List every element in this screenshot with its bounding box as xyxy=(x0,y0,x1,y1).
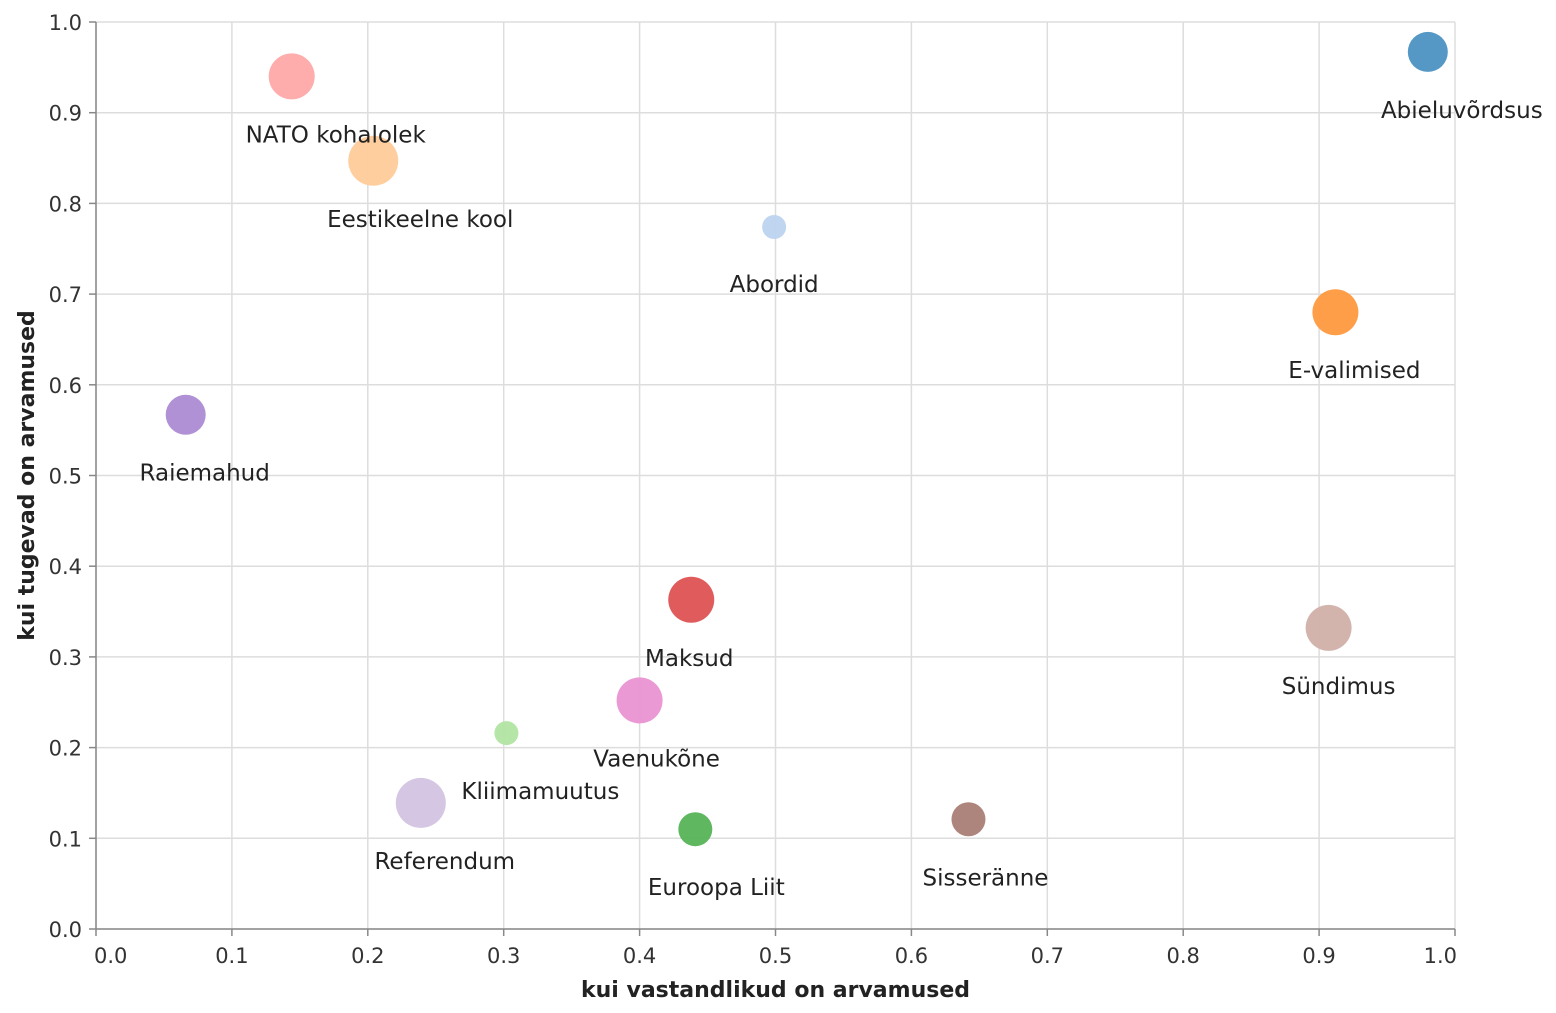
y-tick-label: 0.4 xyxy=(49,555,82,579)
point-label: Euroopa Liit xyxy=(648,875,785,901)
y-tick-label: 0.3 xyxy=(49,646,82,670)
data-point xyxy=(1407,31,1448,72)
y-tick-label: 0.5 xyxy=(49,465,82,489)
x-tick-label: 0.8 xyxy=(1166,944,1199,968)
y-tick-label: 0.7 xyxy=(49,283,82,307)
data-point xyxy=(668,576,715,623)
data-point xyxy=(494,721,519,746)
data-point xyxy=(1312,289,1359,336)
data-point xyxy=(165,394,206,435)
point-label: Sündimus xyxy=(1282,674,1396,700)
y-tick-label: 0.1 xyxy=(49,827,82,851)
x-tick-label: 0.7 xyxy=(1031,944,1064,968)
y-tick-label: 0.8 xyxy=(49,192,82,216)
data-point xyxy=(268,53,315,100)
data-point xyxy=(762,214,787,239)
x-tick-label: 0.6 xyxy=(895,944,928,968)
x-tick-label: 0.1 xyxy=(215,944,248,968)
y-tick-label: 0.0 xyxy=(49,918,82,942)
x-tick-label: 0.0 xyxy=(94,944,127,968)
point-label: E-valimised xyxy=(1288,358,1420,384)
point-label: Abordid xyxy=(730,272,819,298)
x-tick-label: 0.4 xyxy=(623,944,656,968)
data-point xyxy=(678,812,713,847)
data-point xyxy=(951,802,986,837)
point-label: Sisseränne xyxy=(922,865,1048,891)
point-label: Kliimamuutus xyxy=(461,779,619,805)
point-label: NATO kohalolek xyxy=(246,122,427,148)
y-tick-label: 0.9 xyxy=(49,102,82,126)
data-point xyxy=(348,135,399,186)
point-labels: Abieluvõrdsus NATO kohalolek Eestikeelne k… xyxy=(140,98,1543,901)
point-label: Raiemahud xyxy=(140,461,270,487)
y-axis-title: kui tugevad on arvamused xyxy=(15,310,40,641)
axes: 0.0 0.1 0.2 0.3 0.4 0.5 0.6 0.7 0.8 0.9 1.0 0.0 0.1 0… xyxy=(49,11,1457,968)
data-point xyxy=(395,777,446,828)
point-label: Abieluvõrdsus xyxy=(1381,98,1543,124)
x-tick-label: 0.2 xyxy=(351,944,384,968)
point-label: Vaenukõne xyxy=(593,746,720,772)
grid xyxy=(95,21,1456,930)
data-points xyxy=(165,31,1448,847)
x-tick-label: 0.3 xyxy=(487,944,520,968)
data-point xyxy=(616,677,663,724)
x-axis-title: kui vastandlikud on arvamused xyxy=(581,978,970,1003)
y-tick-label: 0.6 xyxy=(49,374,82,398)
x-tick-label: 0.9 xyxy=(1302,944,1335,968)
y-tick-label: 0.2 xyxy=(49,737,82,761)
y-tick-label: 1.0 xyxy=(49,11,82,35)
point-label: Maksud xyxy=(645,646,733,672)
data-point xyxy=(1305,604,1352,651)
point-label: Eestikeelne kool xyxy=(327,207,513,233)
point-label: Referendum xyxy=(374,849,515,875)
x-tick-label: 0.5 xyxy=(759,944,792,968)
x-tick-label: 1.0 xyxy=(1424,944,1457,968)
